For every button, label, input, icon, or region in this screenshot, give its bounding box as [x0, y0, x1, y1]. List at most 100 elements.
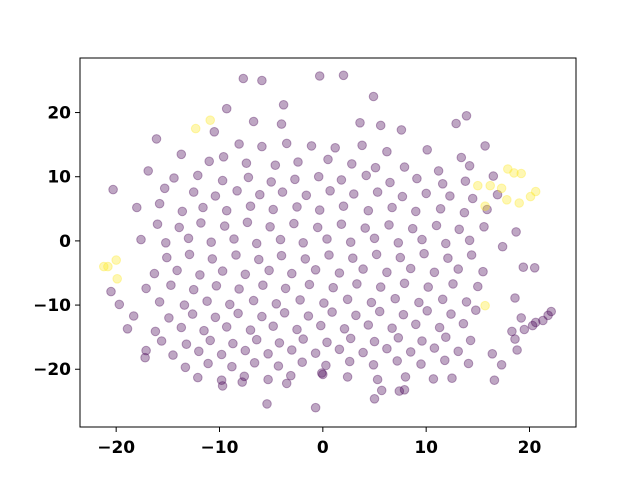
scatter-point: [393, 333, 404, 343]
scatter-point: [162, 252, 172, 263]
scatter-point: [187, 309, 198, 319]
scatter-point: [112, 274, 122, 284]
scatter-point: [351, 310, 361, 321]
scatter-point: [151, 134, 162, 144]
scatter-point: [258, 280, 268, 291]
scatter-point: [422, 306, 433, 316]
scatter-point: [203, 358, 213, 369]
scatter-point: [234, 139, 244, 149]
x-tick-label: 20: [518, 438, 542, 458]
scatter-point: [441, 238, 451, 249]
scatter-point: [156, 336, 167, 346]
scatter-point: [150, 326, 161, 337]
scatter-point: [529, 263, 540, 273]
scatter-point: [473, 180, 483, 191]
scatter-point: [330, 143, 341, 153]
scatter-point: [422, 145, 433, 155]
scatter-point: [193, 372, 203, 383]
scatter-point: [240, 345, 251, 356]
scatter-point: [298, 238, 309, 248]
scatter-point: [149, 268, 160, 279]
scatter-point: [106, 286, 116, 297]
scatter-point: [487, 349, 498, 359]
scatter-point: [361, 170, 372, 181]
scatter-point: [317, 368, 327, 378]
scatter-point: [339, 324, 350, 334]
scatter-point: [480, 141, 490, 151]
scatter-point: [348, 253, 358, 264]
scatter-point: [369, 394, 380, 404]
scatter-point: [334, 268, 345, 278]
scatter-point: [352, 279, 362, 289]
scatter-point: [437, 294, 448, 305]
scatter-point: [407, 223, 418, 234]
scatter-point: [417, 336, 427, 346]
scatter-point: [446, 309, 456, 319]
scatter-point: [399, 385, 410, 395]
scatter-point: [263, 349, 273, 359]
scatter-point: [281, 138, 292, 149]
scatter-point: [393, 238, 404, 248]
scatter-point: [459, 207, 470, 218]
scatter-point: [395, 252, 406, 263]
scatter-point: [316, 320, 326, 331]
scatter-point: [460, 176, 471, 186]
y-tick-label: −20: [33, 360, 71, 380]
scatter-point: [496, 360, 507, 370]
scatter-point: [304, 279, 315, 290]
scatter-point: [525, 191, 536, 202]
scatter-point: [141, 283, 151, 294]
scatter-point: [183, 233, 194, 244]
scatter-point: [152, 219, 163, 229]
scatter-point: [128, 311, 139, 321]
scatter-point: [451, 118, 461, 129]
scatter-point: [176, 322, 187, 333]
scatter-point: [176, 149, 187, 160]
scatter-point: [510, 334, 520, 344]
scatter-point: [396, 125, 407, 135]
scatter-point: [375, 282, 386, 292]
x-tick-label: 10: [414, 438, 438, 458]
scatter-point: [328, 282, 339, 293]
scatter-point: [443, 253, 453, 264]
scatter-point: [114, 299, 125, 310]
scatter-point: [270, 160, 281, 170]
scatter-point: [143, 166, 153, 176]
scatter-point: [405, 347, 416, 357]
scatter-point: [437, 179, 448, 189]
scatter-point: [334, 344, 345, 355]
x-tick-label: −20: [97, 438, 135, 458]
scatter-point: [154, 297, 165, 307]
scatter-point: [231, 250, 241, 260]
scatter-point: [266, 177, 277, 187]
scatter-point: [293, 157, 303, 167]
scatter-point: [306, 141, 317, 151]
scatter-point: [264, 265, 274, 276]
scatter-point: [207, 254, 218, 264]
scatter-point: [482, 204, 492, 215]
scatter-point: [516, 313, 527, 323]
scatter-point: [295, 295, 305, 305]
scatter-point: [179, 300, 190, 310]
scatter-point: [227, 361, 237, 372]
scatter-point: [164, 313, 174, 323]
scatter-point: [465, 335, 476, 346]
scatter-point: [382, 267, 392, 278]
scatter-point: [263, 374, 273, 385]
scatter-point: [363, 320, 374, 330]
scatter-point: [297, 357, 308, 368]
scatter-point: [323, 154, 333, 165]
scatter-point: [257, 75, 267, 86]
scatter-point: [257, 311, 267, 322]
scatter-point: [507, 326, 517, 337]
scatter-point: [345, 333, 356, 344]
scatter-point: [194, 346, 204, 357]
scatter-point: [245, 325, 256, 335]
scatter-point: [488, 171, 499, 181]
scatter-point: [502, 195, 512, 205]
plot-frame: [79, 57, 577, 428]
x-tick-label: 0: [317, 438, 329, 458]
scatter-point: [454, 224, 465, 235]
scatter-point: [277, 187, 288, 197]
